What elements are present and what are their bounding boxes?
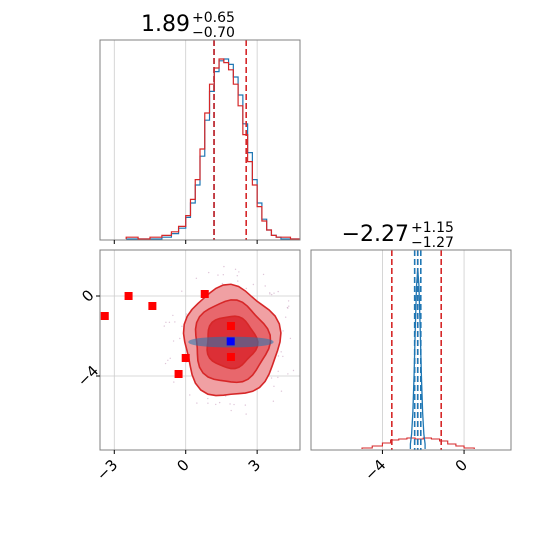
red-marker xyxy=(174,370,183,378)
scatter-point xyxy=(169,357,171,360)
scatter-point xyxy=(168,321,171,324)
scatter-point xyxy=(289,337,292,340)
scatter-point xyxy=(233,403,235,406)
scatter-point xyxy=(207,397,209,400)
histogram-step-blue xyxy=(126,58,300,240)
title-median: 1.89 xyxy=(141,12,190,37)
scatter-point xyxy=(244,404,247,406)
scatter-point xyxy=(215,403,217,406)
axes-frame xyxy=(99,249,301,451)
scatter-point xyxy=(167,359,169,362)
scatter-point xyxy=(288,305,290,307)
scatter-point xyxy=(282,330,284,332)
marginal-x-panel: 1.89 +0.65−0.70 xyxy=(99,10,301,244)
y-tick-label: 0 xyxy=(78,286,97,305)
blue-marker xyxy=(226,337,235,346)
red-marker xyxy=(226,322,235,330)
title-plus: +0.65 xyxy=(192,10,235,26)
scatter-point xyxy=(221,282,224,285)
scatter-point xyxy=(230,409,232,412)
scatter-point xyxy=(189,394,191,396)
scatter-point xyxy=(229,403,231,405)
scatter-point xyxy=(280,351,282,353)
title-median: −2.27 xyxy=(342,222,409,247)
scatter-point xyxy=(287,373,289,375)
scatter-point xyxy=(287,300,290,302)
red-marker xyxy=(200,290,209,298)
scatter-point xyxy=(270,293,273,296)
scatter-point xyxy=(292,369,295,372)
scatter-point xyxy=(234,268,237,271)
scatter-point xyxy=(284,316,287,318)
title-plus: +1.15 xyxy=(411,220,454,236)
scatter-point xyxy=(207,402,209,404)
red-marker xyxy=(148,302,157,310)
scatter-point xyxy=(173,381,175,383)
y-tick-label: −4 xyxy=(74,362,102,390)
scatter-point xyxy=(179,337,181,340)
scatter-point xyxy=(195,277,198,280)
marginal-y-panel: −4 0 −2.27 +1.15−1.27 xyxy=(310,220,512,484)
scatter-point xyxy=(277,376,279,379)
scatter-point xyxy=(252,283,255,286)
scatter-point xyxy=(262,273,265,276)
scatter-point xyxy=(277,370,279,372)
scatter-point xyxy=(280,390,283,392)
x-tick-label: 3 xyxy=(245,456,264,475)
scatter-point xyxy=(269,292,271,294)
scatter-point xyxy=(236,275,238,277)
scatter-point xyxy=(269,293,271,295)
scatter-point xyxy=(264,285,266,287)
scatter-point xyxy=(181,325,183,328)
axes-frame xyxy=(99,39,301,241)
scatter-point xyxy=(287,307,289,309)
scatter-point xyxy=(196,402,198,404)
scatter-point xyxy=(238,271,240,273)
scatter-point xyxy=(277,290,279,293)
scatter-point xyxy=(245,413,247,415)
joint-plot-area xyxy=(100,265,295,415)
scatter-point xyxy=(270,377,273,379)
scatter-point xyxy=(217,274,219,276)
histogram-step-red xyxy=(125,58,300,240)
scatter-point xyxy=(218,401,221,404)
scatter-point xyxy=(172,340,175,342)
x-tick-label: −3 xyxy=(93,456,121,484)
scatter-point xyxy=(163,325,165,327)
scatter-point xyxy=(245,287,247,290)
red-marker xyxy=(124,292,133,300)
scatter-point xyxy=(185,313,188,315)
x-tick-label: 0 xyxy=(173,456,192,475)
scatter-point xyxy=(272,400,275,402)
scatter-point xyxy=(223,265,225,268)
scatter-point xyxy=(237,280,239,282)
x-tick-label: −4 xyxy=(361,456,389,484)
x-tick-label: 0 xyxy=(452,456,471,475)
scatter-point xyxy=(222,273,225,276)
scatter-point xyxy=(207,271,210,274)
scatter-point xyxy=(282,355,284,358)
red-marker xyxy=(181,354,190,362)
scatter-point xyxy=(164,362,167,365)
red-marker xyxy=(226,353,235,361)
scatter-point xyxy=(273,292,275,294)
title-minus: −0.70 xyxy=(192,25,235,41)
histogram-step-red xyxy=(361,437,475,449)
title-minus: −1.27 xyxy=(411,235,454,251)
scatter-point xyxy=(181,290,183,292)
axes-frame xyxy=(310,249,512,451)
scatter-point xyxy=(174,321,176,323)
joint-panel: −3 0 3 0 −4 xyxy=(74,249,301,484)
scatter-point xyxy=(273,385,275,388)
scatter-point xyxy=(165,321,167,324)
red-marker xyxy=(100,312,109,320)
scatter-point xyxy=(277,355,280,357)
scatter-point xyxy=(172,314,174,317)
